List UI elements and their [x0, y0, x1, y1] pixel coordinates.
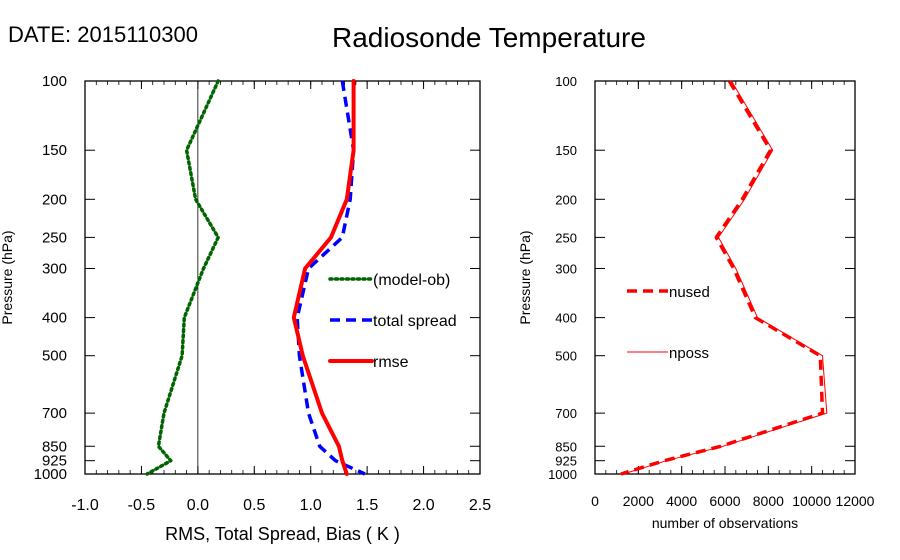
y-tick-label: 925: [555, 454, 577, 469]
y-tick-label: 500: [555, 349, 577, 364]
y-tick-label: 250: [555, 230, 577, 245]
date-label: DATE: 2015110300: [8, 22, 198, 47]
x-tick-label: 0: [591, 493, 599, 509]
y-tick-label: 925: [42, 453, 67, 470]
y-axis-title: Pressure (hPa): [517, 230, 533, 324]
x-tick-label: 8000: [753, 493, 784, 509]
x-tick-label: 1.5: [356, 497, 378, 514]
plot-frame-right: [594, 80, 856, 475]
y-tick-label: 200: [555, 192, 577, 207]
y-tick-label: 150: [42, 142, 67, 159]
y-tick-label: 850: [42, 438, 67, 455]
y-tick-label: 850: [555, 439, 577, 454]
x-tick-label: 0.0: [187, 497, 209, 514]
legend-label-model-ob: (model-ob): [373, 272, 450, 289]
x-tick-label: 2.5: [469, 497, 491, 514]
y-tick-label: 1000: [548, 467, 577, 482]
y-tick-label: 400: [42, 310, 67, 327]
y-tick-label: 100: [555, 74, 577, 89]
x-tick-label: 6000: [709, 493, 740, 509]
y-tick-label: 300: [555, 262, 577, 277]
series-line-rmse: [291, 79, 356, 476]
x-tick-label: 4000: [666, 493, 697, 509]
x-tick-label: 1.0: [300, 497, 322, 514]
y-tick-label: 1000: [34, 466, 67, 483]
legend-label-nused: nused: [669, 284, 710, 301]
legend-label-nposs: nposs: [669, 345, 709, 362]
legend-label-total-spread: total spread: [373, 313, 457, 330]
y-tick-label: 200: [42, 191, 67, 208]
y-axis-title: Pressure (hPa): [0, 230, 15, 324]
x-tick-label: 2000: [623, 493, 654, 509]
x-tick-label: 10000: [792, 493, 831, 509]
series-line-model-ob: [145, 79, 220, 476]
y-tick-label: 700: [555, 406, 577, 421]
x-tick-label: -0.5: [128, 497, 156, 514]
x-tick-label: 2.0: [412, 497, 434, 514]
x-axis-title: RMS, Total Spread, Bias ( K ): [165, 524, 400, 544]
y-tick-label: 300: [42, 261, 67, 278]
y-tick-label: 100: [42, 73, 67, 90]
y-tick-label: 250: [42, 229, 67, 246]
plot-frame-left: [84, 80, 481, 475]
x-axis-title: number of observations: [652, 515, 798, 531]
series-line-nused: [620, 80, 825, 476]
y-tick-label: 150: [555, 143, 577, 158]
x-tick-label: 12000: [836, 493, 875, 509]
y-tick-label: 500: [42, 348, 67, 365]
y-tick-label: 700: [42, 405, 67, 422]
x-tick-label: -1.0: [71, 497, 99, 514]
y-tick-label: 400: [555, 311, 577, 326]
chart-title: Radiosonde Temperature: [332, 22, 646, 53]
x-tick-label: 0.5: [243, 497, 265, 514]
legend-label-rmse: rmse: [373, 354, 409, 371]
series-line-total-spread: [295, 80, 366, 476]
series-line-nposs: [623, 80, 828, 475]
